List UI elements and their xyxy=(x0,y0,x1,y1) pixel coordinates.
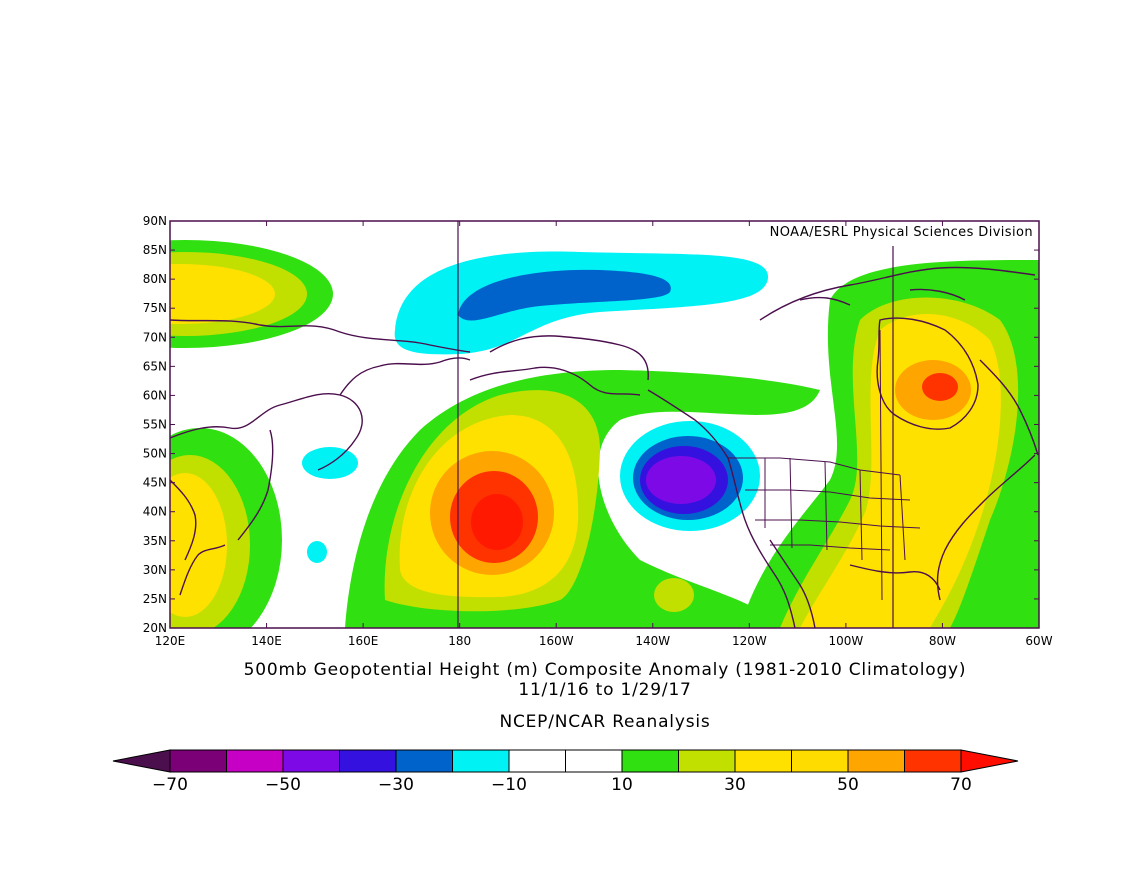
positive-anomaly-small xyxy=(654,578,694,612)
anomaly-field xyxy=(170,240,1039,628)
colorbar-swatch xyxy=(565,749,623,773)
negative-anomaly-arctic xyxy=(394,251,769,355)
colorbar-swatch xyxy=(169,749,227,773)
colorbar-tick-label: −10 xyxy=(491,775,527,795)
colorbar-swatch xyxy=(339,749,397,773)
lat-label: 45N xyxy=(143,476,167,490)
positive-anomaly-pacific-ridge xyxy=(345,370,820,628)
map-title: 500mb Geopotential Height (m) Composite … xyxy=(243,660,967,680)
lat-label: 90N xyxy=(143,214,167,228)
colorbar-swatch xyxy=(395,749,453,773)
colorbar-tick-label: 50 xyxy=(837,775,859,795)
lon-label: 140E xyxy=(251,634,282,648)
colorbar-tick-label: 70 xyxy=(950,775,972,795)
colorbar-arrow-low xyxy=(112,749,171,773)
lon-label: 180 xyxy=(448,634,471,648)
lon-label: 160E xyxy=(348,634,379,648)
lat-label: 50N xyxy=(143,447,167,461)
colorbar-swatch xyxy=(452,749,510,773)
negative-anomaly-small xyxy=(307,541,327,563)
colorbar-tick-label: −70 xyxy=(152,775,188,795)
coastlines xyxy=(170,266,1039,628)
credit-box xyxy=(718,223,1036,240)
colorbar-tick-label: −30 xyxy=(378,775,414,795)
colorbar-swatch xyxy=(621,749,679,773)
colorbar-tick-label: 10 xyxy=(611,775,633,795)
lon-label: 120E xyxy=(155,634,186,648)
lat-label: 85N xyxy=(143,243,167,257)
colorbar-swatch xyxy=(904,749,962,773)
lat-label: 65N xyxy=(143,359,167,373)
data-source: NCEP/NCAR Reanalysis xyxy=(499,712,711,732)
colorbar-swatch xyxy=(678,749,736,773)
lat-label: 20N xyxy=(143,621,167,635)
lat-label: 70N xyxy=(143,330,167,344)
lon-label: 60W xyxy=(1025,634,1052,648)
latitude-axis: 90N 85N 80N 75N 70N 65N 60N 55N 50N 45N 40N 35N 30N 2… xyxy=(143,214,1039,635)
negative-anomaly-west-coast xyxy=(620,421,760,531)
lon-label: 120W xyxy=(732,634,767,648)
date-range: 11/1/16 to 1/29/17 xyxy=(518,680,692,700)
lat-label: 60N xyxy=(143,388,167,402)
positive-anomaly-arctic-west xyxy=(170,240,333,348)
lat-label: 25N xyxy=(143,592,167,606)
lat-label: 55N xyxy=(143,418,167,432)
colorbar xyxy=(112,749,1019,773)
colorbar-swatch xyxy=(847,749,905,773)
colorbar-tick-label: −50 xyxy=(265,775,301,795)
lon-label: 100W xyxy=(828,634,863,648)
lat-label: 75N xyxy=(143,301,167,315)
colorbar-swatch xyxy=(734,749,792,773)
lat-label: 40N xyxy=(143,505,167,519)
lon-label: 80W xyxy=(929,634,956,648)
lon-label: 140W xyxy=(635,634,670,648)
negative-anomaly-kamchatka xyxy=(302,447,358,479)
lon-label: 160W xyxy=(539,634,574,648)
colorbar-tick-label: 30 xyxy=(724,775,746,795)
colorbar-arrow-high xyxy=(960,749,1019,773)
lat-label: 80N xyxy=(143,272,167,286)
positive-anomaly-north-america xyxy=(740,260,1039,628)
longitude-axis: 120E 140E 160E 180 160W 140W 120W 100W 80W 60W xyxy=(155,221,1053,648)
lat-label: 35N xyxy=(143,534,167,548)
colorbar-swatch xyxy=(791,749,849,773)
colorbar-swatch xyxy=(282,749,340,773)
lat-label: 30N xyxy=(143,563,167,577)
credit-text: NOAA/ESRL Physical Sciences Division xyxy=(770,225,1033,240)
colorbar-swatch xyxy=(226,749,284,773)
colorbar-swatch xyxy=(508,749,566,773)
positive-anomaly-japan xyxy=(170,428,282,628)
